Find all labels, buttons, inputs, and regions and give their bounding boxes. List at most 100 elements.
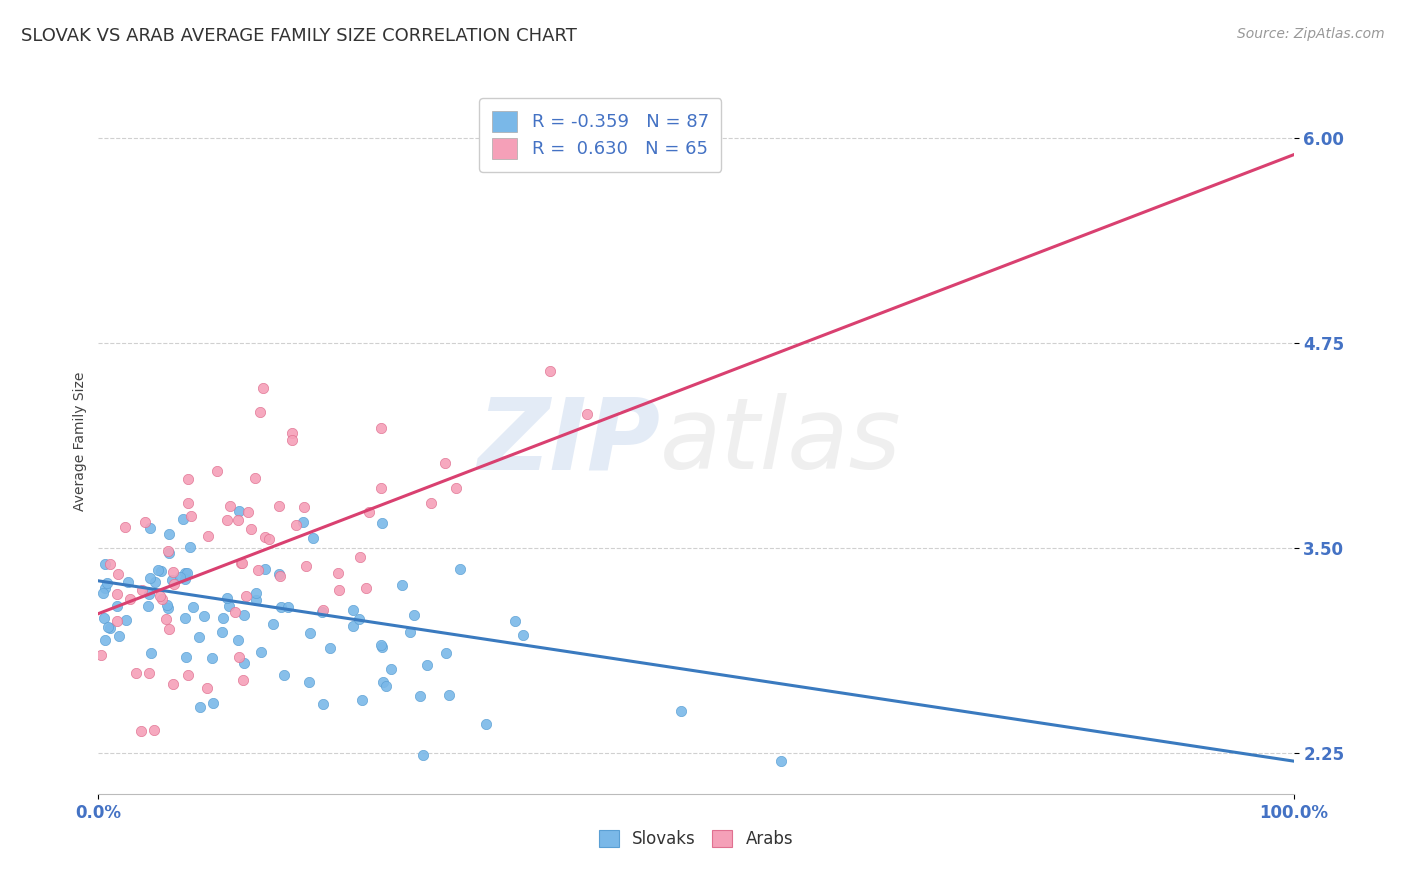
Slovaks bbox=[98, 621, 121, 635]
Slovaks bbox=[181, 599, 204, 614]
Slovaks bbox=[449, 562, 471, 576]
Slovaks bbox=[503, 614, 526, 628]
Arabs bbox=[253, 530, 276, 544]
Slovaks bbox=[437, 689, 460, 703]
Slovaks bbox=[302, 531, 325, 545]
Slovaks bbox=[269, 566, 291, 581]
Slovaks bbox=[91, 585, 114, 599]
Slovaks bbox=[374, 679, 396, 693]
Slovaks bbox=[215, 591, 238, 606]
Arabs bbox=[349, 549, 371, 564]
Arabs bbox=[149, 590, 172, 604]
Slovaks bbox=[228, 504, 250, 518]
Arabs bbox=[177, 668, 200, 682]
Legend: R = -0.359   N = 87, R =  0.630   N = 65: R = -0.359 N = 87, R = 0.630 N = 65 bbox=[479, 98, 721, 171]
Arabs bbox=[370, 421, 392, 435]
Arabs bbox=[157, 544, 180, 558]
Slovaks bbox=[342, 603, 364, 617]
Arabs bbox=[236, 505, 259, 519]
Slovaks bbox=[416, 657, 439, 672]
Arabs bbox=[143, 723, 166, 737]
Slovaks bbox=[232, 656, 254, 670]
Slovaks bbox=[174, 572, 197, 586]
Slovaks bbox=[371, 675, 394, 690]
Slovaks bbox=[174, 649, 197, 664]
Slovaks bbox=[402, 607, 425, 622]
Slovaks bbox=[174, 566, 197, 580]
Arabs bbox=[312, 603, 335, 617]
Text: SLOVAK VS ARAB AVERAGE FAMILY SIZE CORRELATION CHART: SLOVAK VS ARAB AVERAGE FAMILY SIZE CORRE… bbox=[21, 27, 576, 45]
Slovaks bbox=[94, 632, 117, 647]
Slovaks bbox=[253, 562, 276, 576]
Arabs bbox=[162, 565, 184, 579]
Arabs bbox=[150, 592, 173, 607]
Arabs bbox=[155, 612, 177, 626]
Arabs bbox=[328, 583, 350, 598]
Slovaks bbox=[299, 626, 322, 640]
Slovaks bbox=[117, 574, 139, 589]
Slovaks bbox=[157, 546, 180, 560]
Slovaks bbox=[162, 573, 184, 587]
Arabs bbox=[292, 500, 315, 514]
Slovaks bbox=[347, 612, 370, 626]
Slovaks bbox=[172, 512, 194, 526]
Slovaks bbox=[176, 566, 198, 581]
Slovaks bbox=[409, 689, 432, 703]
Slovaks bbox=[96, 575, 118, 590]
Slovaks bbox=[298, 675, 321, 690]
Slovaks bbox=[93, 582, 115, 596]
Arabs bbox=[249, 405, 271, 419]
Slovaks bbox=[136, 599, 159, 614]
Slovaks bbox=[193, 608, 215, 623]
Slovaks bbox=[143, 575, 166, 590]
Arabs bbox=[370, 481, 392, 495]
Arabs bbox=[229, 556, 252, 570]
Slovaks bbox=[371, 640, 394, 655]
Slovaks bbox=[156, 598, 179, 612]
Arabs bbox=[131, 582, 153, 597]
Arabs bbox=[105, 615, 128, 629]
Arabs bbox=[575, 407, 598, 421]
Slovaks bbox=[769, 754, 792, 768]
Arabs bbox=[328, 566, 350, 580]
Slovaks bbox=[97, 620, 120, 634]
Arabs bbox=[228, 650, 250, 665]
Arabs bbox=[243, 471, 266, 485]
Slovaks bbox=[270, 600, 292, 615]
Slovaks bbox=[141, 646, 163, 660]
Y-axis label: Average Family Size: Average Family Size bbox=[73, 372, 87, 511]
Slovaks bbox=[311, 605, 333, 619]
Slovaks bbox=[139, 571, 162, 585]
Slovaks bbox=[149, 564, 172, 578]
Slovaks bbox=[399, 624, 422, 639]
Slovaks bbox=[249, 645, 271, 659]
Slovaks bbox=[138, 587, 160, 601]
Slovaks bbox=[245, 592, 267, 607]
Arabs bbox=[538, 363, 561, 377]
Arabs bbox=[252, 381, 274, 395]
Slovaks bbox=[370, 516, 392, 531]
Arabs bbox=[224, 605, 246, 619]
Arabs bbox=[98, 558, 121, 572]
Arabs bbox=[218, 499, 240, 513]
Arabs bbox=[240, 522, 263, 536]
Slovaks bbox=[342, 618, 364, 632]
Slovaks bbox=[201, 696, 224, 710]
Slovaks bbox=[312, 697, 335, 711]
Arabs bbox=[269, 568, 291, 582]
Slovaks bbox=[169, 570, 191, 584]
Slovaks bbox=[93, 557, 115, 571]
Arabs bbox=[226, 514, 249, 528]
Slovaks bbox=[273, 668, 295, 682]
Slovaks bbox=[245, 586, 267, 600]
Slovaks bbox=[380, 662, 402, 676]
Slovaks bbox=[262, 616, 284, 631]
Arabs bbox=[281, 425, 304, 440]
Slovaks bbox=[173, 610, 195, 624]
Arabs bbox=[354, 582, 377, 596]
Arabs bbox=[138, 665, 160, 680]
Arabs bbox=[247, 563, 270, 577]
Slovaks bbox=[291, 515, 314, 529]
Slovaks bbox=[156, 600, 179, 615]
Arabs bbox=[207, 464, 229, 478]
